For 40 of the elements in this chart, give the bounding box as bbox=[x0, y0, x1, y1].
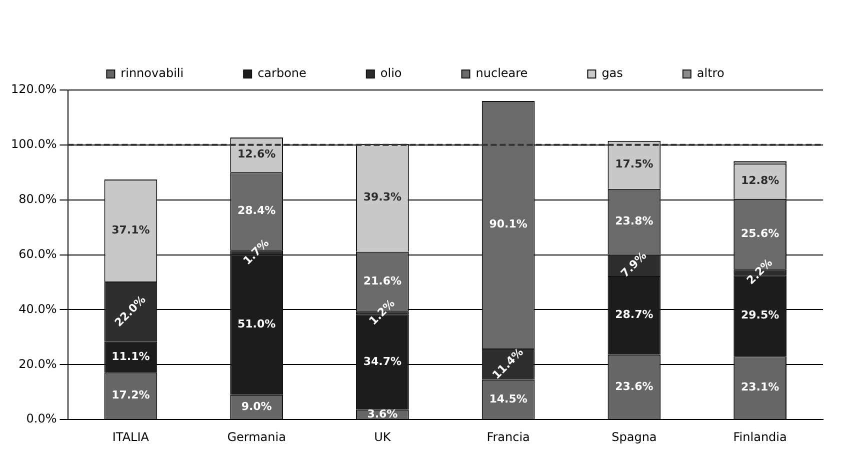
data-label: 25.6% bbox=[740, 226, 780, 240]
data-label: 23.6% bbox=[615, 380, 654, 393]
data-label: 28.7% bbox=[615, 308, 654, 322]
data-label: 34.7% bbox=[363, 354, 402, 368]
x-tick-label: ITALIA bbox=[112, 430, 150, 444]
data-label: 12.6% bbox=[237, 148, 276, 161]
data-label: 90.1% bbox=[489, 218, 528, 231]
x-tick-label: Finlandia bbox=[733, 430, 787, 444]
legend-label: altro bbox=[696, 66, 724, 80]
x-tick-label: UK bbox=[374, 430, 392, 444]
data-label: 9.0% bbox=[241, 400, 272, 413]
legend-label: olio bbox=[380, 66, 402, 80]
data-label: 17.2% bbox=[112, 388, 150, 402]
legend-label: rinnovabili bbox=[120, 66, 184, 80]
x-tick-label: Francia bbox=[486, 430, 530, 444]
data-label: 17.5% bbox=[615, 158, 654, 171]
data-label: 14.5% bbox=[489, 392, 528, 406]
legend-label: carbone bbox=[258, 66, 306, 80]
y-tick-label: 0.0% bbox=[26, 412, 57, 426]
data-label: 28.4% bbox=[237, 204, 276, 217]
data-label: 23.1% bbox=[740, 380, 780, 394]
data-label: 39.3% bbox=[363, 190, 402, 204]
data-label: 3.6% bbox=[367, 407, 398, 420]
data-label: 21.6% bbox=[363, 274, 402, 288]
data-label: 23.8% bbox=[615, 214, 654, 228]
data-label: 37.1% bbox=[112, 223, 150, 236]
y-tick-label: 40.0% bbox=[18, 302, 57, 316]
legend-label: nucleare bbox=[476, 66, 528, 80]
data-label: 51.0% bbox=[237, 318, 276, 331]
data-label: 11.1% bbox=[112, 350, 150, 363]
y-tick-label: 60.0% bbox=[18, 246, 57, 261]
y-tick-label: 80.0% bbox=[18, 192, 57, 206]
y-tick-label: 20.0% bbox=[18, 356, 57, 371]
data-label: 29.5% bbox=[740, 308, 780, 322]
data-label: 12.8% bbox=[740, 174, 780, 188]
y-tick-label: 100.0% bbox=[10, 137, 57, 152]
legend-label: gas bbox=[602, 66, 623, 80]
x-tick-label: Spagna bbox=[612, 430, 657, 444]
x-tick-label: Germania bbox=[227, 430, 286, 444]
y-tick-label: 120.0% bbox=[10, 82, 57, 96]
